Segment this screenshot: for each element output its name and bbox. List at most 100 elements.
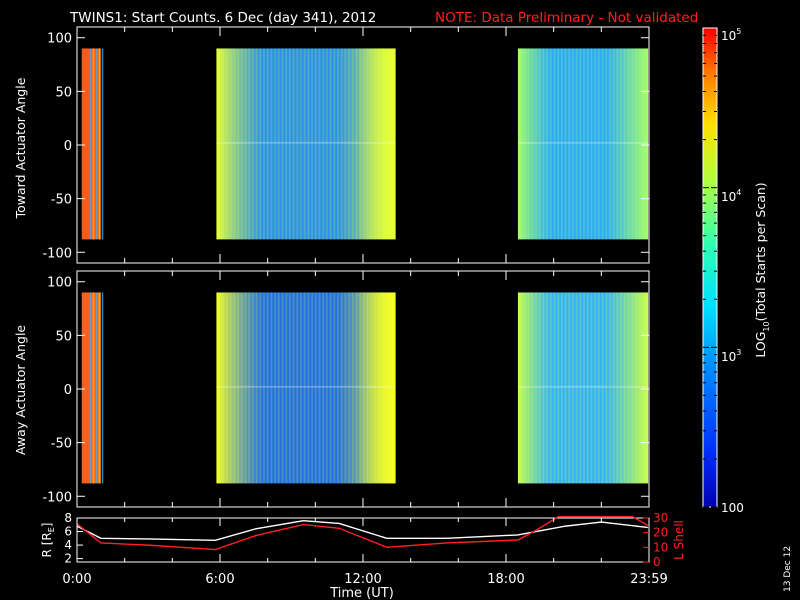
data-block-3-strip [542,48,545,240]
data-block-3-strip [553,48,556,240]
data-block-3-strip [561,48,564,240]
data-block-3-strip [546,48,549,240]
y-tick-label: 100 [47,276,72,291]
data-block-3-strip [616,292,619,484]
data-block-3-strip [588,292,591,484]
data-block-2-strip [370,48,372,240]
data-block-2-strip [230,48,232,240]
preliminary-note: NOTE: Data Preliminary - Not validated [435,10,698,26]
data-block-2-strip [379,48,381,240]
data-block-3-strip [548,292,551,484]
data-block-3-strip [586,48,589,240]
data-block-2-strip [245,48,247,240]
data-block-2-strip [301,292,303,484]
data-block-2-strip [244,48,246,240]
data-block-2-strip [348,292,350,484]
data-block-3-strip [528,48,531,240]
data-block-2-strip [285,48,287,240]
data-block-3-strip [624,48,627,240]
away-ylabel: Away Actuator Angle [13,325,28,456]
data-block-2-strip [260,48,262,240]
data-block-3-strip [518,292,521,484]
y-tick-label: 0 [64,383,72,398]
data-block-2-strip [346,292,348,484]
data-block-2-strip [303,292,305,484]
data-block-2-strip [386,292,388,484]
data-block-3-strip [549,48,552,240]
data-block-3-strip [599,292,602,484]
data-block-3-strip [537,292,540,484]
data-block-3-strip [556,48,559,240]
data-block-3-strip [572,292,575,484]
data-block-2-strip [361,292,363,484]
data-block-2-strip [290,48,292,240]
data-block-2-strip [327,292,329,484]
data-block-2-strip [351,292,353,484]
data-block-3-strip [635,292,638,484]
data-block-3-strip [523,292,526,484]
data-block-2-strip [391,292,393,484]
data-block-3-strip [611,48,614,240]
data-block-3-strip [541,292,544,484]
data-block-3-strip [581,48,584,240]
x-axis-label: Time (UT) [329,586,394,600]
data-block-2-strip [387,292,389,484]
data-block-2-strip [252,292,254,484]
data-block-3-strip [621,48,624,240]
data-block-2-strip [238,292,240,484]
data-block-3-strip [558,292,561,484]
data-block-2-strip [266,48,268,240]
data-block-3-strip [598,48,601,240]
data-block-3-strip [522,292,525,484]
data-block-3-strip [633,48,636,240]
data-block-3-strip [644,292,647,484]
data-block-2-strip [323,292,325,484]
y-tick-label: -100 [42,490,72,505]
data-block-3-strip [577,292,580,484]
data-block-2-strip [280,48,282,240]
data-block-2-strip [318,292,320,484]
data-block-3-strip [589,48,592,240]
data-block-3-strip [643,292,646,484]
data-block-2-strip [257,292,259,484]
data-block-2-strip [254,292,256,484]
left-y-tick-label: 2 [64,552,72,566]
data-block-3-strip [612,48,615,240]
data-block-2-strip [341,292,343,484]
data-block-3-strip [536,48,539,240]
data-block-3-strip [581,292,584,484]
data-block-2-strip [224,48,226,240]
data-block-2-strip [334,48,336,240]
data-block-2-strip [323,48,325,240]
data-block-3-strip [531,292,534,484]
data-block-3-strip [600,48,603,240]
data-block-3-strip [613,48,616,240]
data-block-3-strip [566,292,569,484]
data-block-2-strip [248,292,250,484]
data-block-2-strip [374,292,376,484]
colorbar: 105 104 103 100 LOG10(Total Starts per S… [702,27,771,515]
y-tick-label: -100 [42,246,72,261]
data-block-3-strip [604,48,607,240]
data-block-2-strip [265,48,267,240]
data-block-2-strip [231,292,233,484]
data-block-3-strip [525,292,528,484]
data-block-2-strip [383,48,385,240]
data-block-3-strip [641,292,644,484]
data-block-3-strip [575,48,578,240]
data-block-2-strip [285,292,287,484]
data-block-2-strip [300,48,302,240]
data-block-2-strip [283,48,285,240]
lshell-line [76,515,649,551]
data-block-2-strip [386,48,388,240]
data-block-2-strip [322,48,324,240]
data-block-3-strip [602,292,605,484]
data-block-2-strip [325,48,327,240]
data-block-3-strip [551,292,554,484]
data-block-2-strip [361,48,363,240]
data-block-2-strip [332,48,334,240]
data-block-2-strip [366,292,368,484]
data-block-2-strip [216,292,218,484]
left-y-tick-label: 8 [64,511,72,525]
